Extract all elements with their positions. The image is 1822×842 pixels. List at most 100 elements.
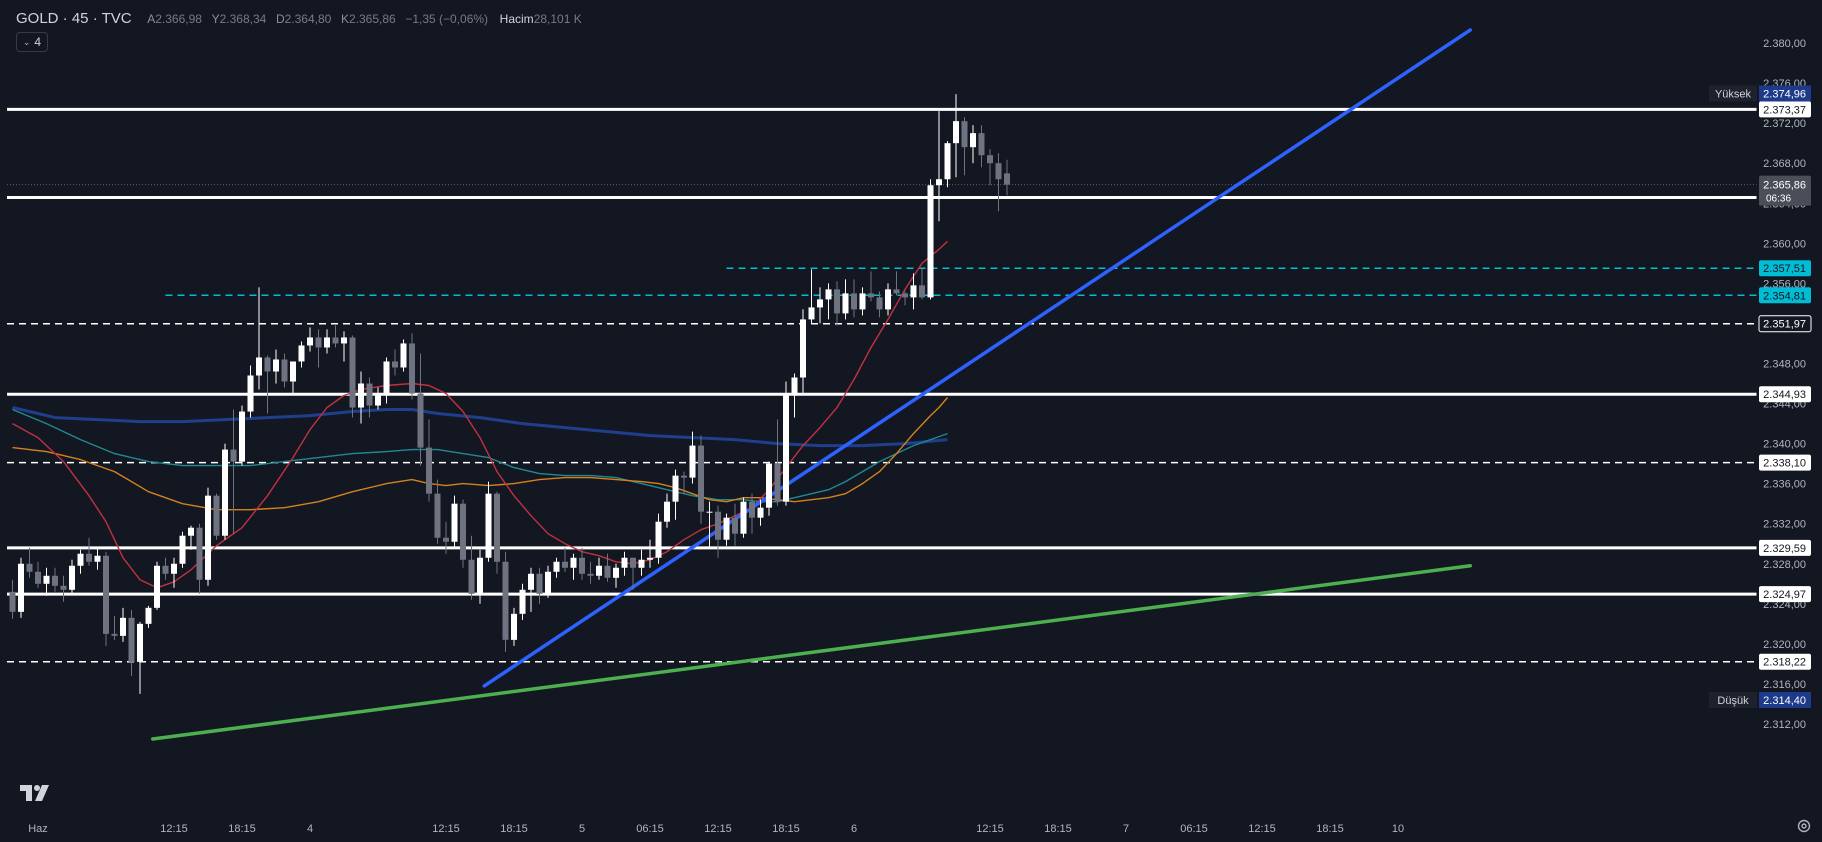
candle [715,505,721,558]
candle-body [69,565,75,590]
candle [1004,159,1010,196]
candle-body [961,121,968,148]
candle [936,111,942,222]
trendlines[interactable] [151,28,1472,741]
symbol-title[interactable]: GOLD · 45 · TVC [16,10,132,27]
price-tick-label: 2.340,00 [1763,439,1806,451]
candle [35,561,41,588]
candle [94,547,101,570]
candle-body [655,521,662,558]
candle-body [851,293,857,310]
candle [171,557,177,588]
candle [511,607,517,646]
candle [817,287,823,324]
candle [553,557,560,578]
price-tick-label: 2.380,00 [1763,38,1806,50]
candle [587,561,594,584]
level-price-label-text: 2.329,59 [1763,543,1806,555]
candle-body [800,319,806,378]
high-marker-tag-text: Yüksek [1715,89,1752,101]
candle-body [247,375,254,412]
low-marker-tag-bg [1709,691,1757,708]
time-tick-label: 7 [1123,823,1129,835]
time-tick-label: 18:15 [1316,823,1344,835]
candle [621,551,628,576]
candle [851,279,857,318]
candle [307,327,313,352]
candle-body [825,289,832,300]
candle-body [264,357,271,372]
low-marker-value-text: 2.314,40 [1763,695,1806,707]
candle-body [213,495,220,536]
level-price-label: 2.357,51 [1759,260,1811,277]
candle [366,377,373,418]
low-label: D [275,12,285,26]
candle [749,493,755,534]
candle [868,271,874,302]
candle [460,499,466,568]
candle-body [332,337,339,344]
candle [205,487,211,586]
settings-icon[interactable] [1796,818,1812,834]
horizontal-levels[interactable] [7,107,1757,663]
candle [290,361,296,394]
candle [494,491,500,574]
price-tick-label: 2.312,00 [1763,719,1806,731]
candle [902,291,908,306]
candle [579,547,585,580]
time-axis[interactable]: Haz 12:15 18:15 4 12:15 18:15 5 06:15 12:15 18:15… [28,823,1404,835]
candle-body [808,307,815,320]
price-tick-label: 2.328,00 [1763,559,1806,571]
candle-body [902,293,908,298]
candle-body [757,507,764,518]
candle [893,271,900,296]
level-price-label: 2.338,10 [1759,454,1811,471]
candle-body [987,155,993,164]
candle-body [927,185,934,298]
level-price-label: 2.329,59 [1759,539,1811,556]
candle [120,607,126,642]
candle [383,357,390,404]
candle-body [417,393,424,448]
price-tick-label: 2.320,00 [1763,639,1806,651]
price-tick-label: 2.368,00 [1763,158,1806,170]
candle [987,149,993,186]
candle [825,283,832,320]
candle-body [409,343,415,394]
candle-body [783,395,789,502]
candle [757,499,764,526]
candle-body [375,395,381,406]
blue-uptrend-trendline[interactable] [482,28,1472,688]
candle [536,567,543,604]
candle-body [519,589,526,614]
high-value: 2.368,34 [219,12,267,26]
candle-body [749,501,755,518]
candle [919,267,925,300]
candle [43,567,50,596]
level-price-label-bg [1759,586,1811,603]
candle-body [1004,173,1010,185]
candle [842,279,849,320]
time-tick-label: 18:15 [228,823,256,835]
candle-body [451,503,458,542]
time-tick-label: 18:15 [500,823,528,835]
candle [655,513,662,564]
candle-body [188,527,194,536]
candle-body [273,359,279,372]
indicators-toggle-button[interactable]: ⌄ 4 [16,32,48,52]
candle-body [664,501,670,522]
candle [519,583,526,620]
green-uptrend-trendline[interactable] [151,564,1472,741]
candle [230,409,237,534]
candle [859,287,866,316]
candle-body [868,293,874,298]
candle-body [978,133,985,156]
candle-body [137,623,143,662]
tradingview-logo-icon[interactable] [20,785,50,801]
candle-body [162,565,169,574]
high-marker: Yüksek 2.374,96 [1709,85,1811,102]
candle [358,371,364,424]
change-value: −1,35 (−0,06%) [405,12,489,26]
candle [638,549,645,576]
